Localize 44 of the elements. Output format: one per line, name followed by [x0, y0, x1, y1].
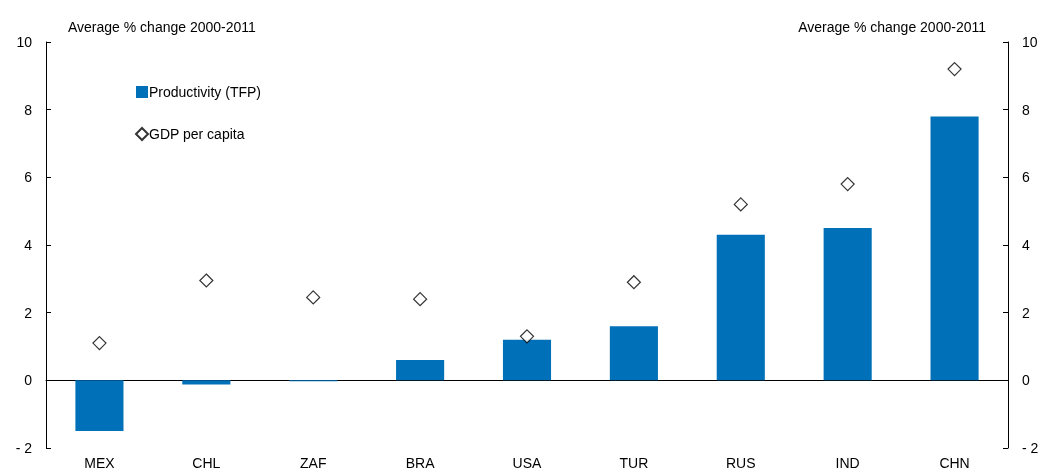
legend-label: Productivity (TFP) — [149, 84, 262, 100]
point — [199, 273, 214, 288]
bar — [182, 380, 231, 385]
y-tick-label: - 2 — [15, 440, 33, 456]
y-tick-label: 6 — [24, 169, 33, 186]
point — [733, 197, 748, 212]
x-tick-label: TUR — [619, 455, 649, 471]
point — [840, 177, 855, 192]
bar — [930, 116, 979, 381]
y2-axis-title: Average % change 2000-2011 — [798, 19, 987, 35]
y2-tick-label: 0 — [1022, 372, 1030, 389]
bar — [609, 326, 658, 381]
point — [306, 290, 321, 305]
y-tick-label: 0 — [24, 372, 33, 389]
point — [92, 336, 107, 351]
x-tick-label: RUS — [726, 455, 756, 471]
x-tick-label: CHN — [939, 455, 970, 471]
x-tick-label: MEX — [84, 455, 116, 471]
x-tick-label: CHL — [192, 455, 221, 471]
x-tick-label: USA — [512, 455, 543, 471]
y2-tick-label: - 2 — [1022, 440, 1039, 456]
y2-tick-label: 10 — [1022, 34, 1038, 50]
x-tick-label: ZAF — [300, 455, 327, 471]
x-tick-label: BRA — [405, 455, 436, 471]
point — [519, 329, 535, 344]
y-tick-label: 8 — [24, 101, 33, 118]
y2-tick-label: 8 — [1022, 101, 1030, 118]
bar — [502, 339, 552, 381]
point — [947, 61, 962, 77]
y-tick-label: 2 — [24, 304, 33, 321]
legend-label: GDP per capita — [149, 126, 245, 142]
bar — [823, 228, 872, 381]
y2-tick-label: 6 — [1022, 169, 1030, 186]
y-tick-label: 10 — [16, 34, 33, 50]
point — [626, 275, 641, 290]
y-tick-label: 4 — [24, 237, 33, 253]
y2-tick-label: 2 — [1022, 304, 1030, 321]
x-tick-label: IND — [835, 455, 860, 471]
y2-tick-label: 4 — [1022, 237, 1030, 253]
y-axis-title: Average % change 2000-2011 — [68, 19, 257, 35]
bar — [75, 380, 124, 432]
bar — [396, 360, 445, 381]
bar — [716, 234, 765, 381]
point — [413, 292, 428, 307]
